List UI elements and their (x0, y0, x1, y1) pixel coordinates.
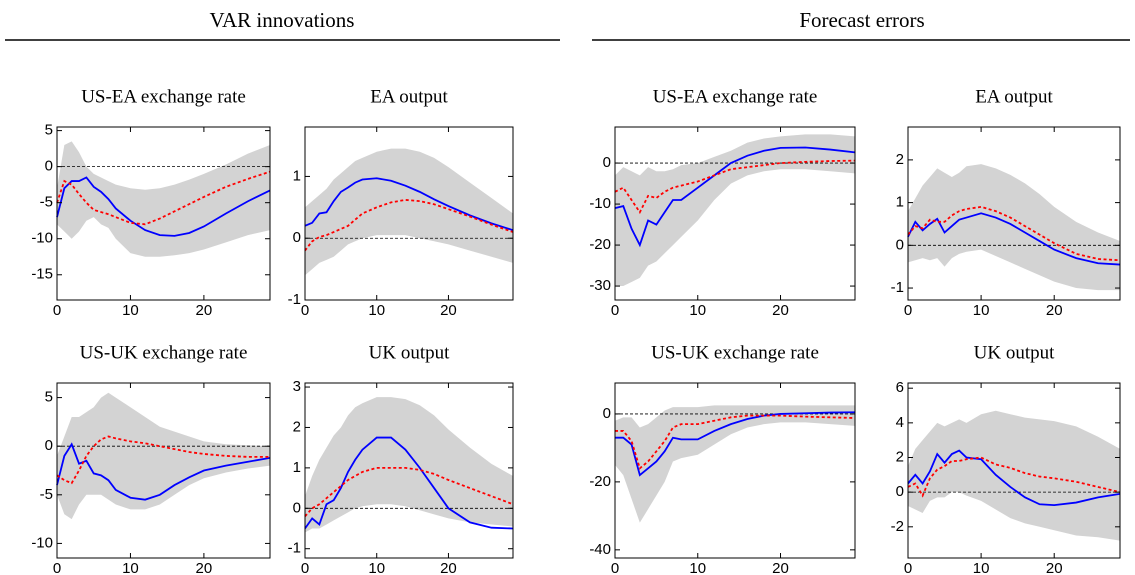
series-line (304, 199, 514, 252)
plot-frame (56, 126, 271, 301)
confidence-band (57, 141, 270, 257)
y-tick-label: -5 (40, 486, 53, 503)
panel-title: US-UK exchange rate (651, 342, 819, 363)
series-line (907, 449, 1121, 507)
panel-title: EA output (975, 86, 1053, 107)
x-tick-label: 0 (53, 302, 61, 319)
confidence-band (615, 134, 855, 287)
x-tick-label: 20 (772, 560, 789, 575)
x-tick-label: 20 (440, 560, 457, 575)
y-tick-label: -15 (31, 266, 53, 283)
y-tick-label: 1 (293, 167, 301, 184)
panel-title: US-EA exchange rate (653, 86, 818, 107)
series-line (614, 146, 856, 248)
plot-frame (614, 126, 856, 301)
x-tick-label: 20 (772, 302, 789, 319)
series-line (304, 177, 514, 232)
confidence-band (908, 410, 1120, 541)
x-tick-label: 0 (301, 560, 309, 575)
y-tick-label: 6 (896, 379, 904, 396)
series-line (907, 212, 1121, 266)
plot-frame (56, 382, 271, 559)
panel-title: UK output (369, 342, 450, 363)
x-tick-label: 0 (904, 560, 912, 575)
series-line (56, 435, 270, 485)
series-line (56, 442, 271, 501)
y-tick-label: -20 (589, 236, 611, 253)
x-tick-label: 10 (689, 560, 706, 575)
plot-frame (907, 382, 1121, 559)
series-line (614, 159, 856, 215)
x-tick-label: 20 (196, 302, 213, 319)
series-line (304, 436, 514, 530)
x-tick-label: 10 (368, 302, 385, 319)
y-tick-label: 0 (45, 158, 53, 175)
y-tick-label: -10 (589, 195, 611, 212)
y-tick-label: -1 (288, 540, 301, 557)
section-title: VAR innovations (210, 8, 355, 32)
x-tick-label: 0 (53, 560, 61, 575)
series-line (56, 170, 271, 226)
section-title: Forecast errors (799, 8, 924, 32)
confidence-band (305, 148, 513, 276)
x-tick-label: 20 (1046, 302, 1063, 319)
x-tick-label: 0 (904, 302, 912, 319)
series-line (615, 414, 856, 470)
y-tick-label: -2 (891, 518, 904, 535)
y-tick-label: -1 (288, 291, 301, 308)
y-tick-label: 0 (896, 483, 904, 500)
series-line (615, 411, 856, 477)
panel-title: UK output (974, 342, 1055, 363)
y-tick-label: 2 (896, 151, 904, 168)
x-tick-label: 0 (611, 302, 619, 319)
confidence-band (57, 392, 270, 520)
confidence-band (615, 405, 855, 523)
y-tick-label: 1 (896, 194, 904, 211)
y-tick-label: -1 (891, 279, 904, 296)
y-tick-label: -30 (589, 277, 611, 294)
x-tick-label: 10 (973, 560, 990, 575)
panel-title: US-UK exchange rate (80, 342, 248, 363)
y-tick-label: -20 (589, 473, 611, 490)
y-tick-label: 0 (45, 437, 53, 454)
x-tick-label: 0 (611, 560, 619, 575)
y-tick-label: -10 (31, 534, 53, 551)
y-tick-label: 0 (603, 405, 611, 422)
plot-frame (304, 382, 514, 559)
x-tick-label: 10 (689, 302, 706, 319)
confidence-band (908, 164, 1120, 291)
plot-frame (304, 126, 514, 301)
y-tick-label: 1 (293, 459, 301, 476)
y-tick-label: -5 (40, 194, 53, 211)
x-tick-label: 0 (301, 302, 309, 319)
y-tick-label: 0 (896, 236, 904, 253)
x-tick-label: 20 (440, 302, 457, 319)
y-tick-label: 5 (45, 389, 53, 406)
plot-frame (614, 382, 856, 559)
y-tick-label: 0 (293, 229, 301, 246)
y-tick-label: 5 (45, 122, 53, 139)
x-tick-label: 10 (973, 302, 990, 319)
y-tick-label: 0 (293, 499, 301, 516)
x-tick-label: 20 (1046, 560, 1063, 575)
series-line (907, 205, 1121, 262)
y-tick-label: 0 (603, 154, 611, 171)
y-tick-label: -10 (31, 230, 53, 247)
x-tick-label: 20 (196, 560, 213, 575)
panel-title: US-EA exchange rate (81, 86, 246, 107)
x-tick-label: 10 (368, 560, 385, 575)
y-tick-label: 3 (293, 378, 301, 395)
y-tick-label: 4 (896, 414, 904, 431)
plot-frame (907, 126, 1121, 301)
x-tick-label: 10 (122, 560, 139, 575)
series-line (304, 466, 514, 517)
y-tick-label: -40 (589, 541, 611, 558)
panel-title: EA output (370, 86, 448, 107)
y-tick-label: 2 (293, 418, 301, 435)
y-tick-label: 2 (896, 448, 904, 465)
series-line (56, 176, 271, 237)
confidence-band (305, 397, 513, 533)
x-tick-label: 10 (122, 302, 139, 319)
